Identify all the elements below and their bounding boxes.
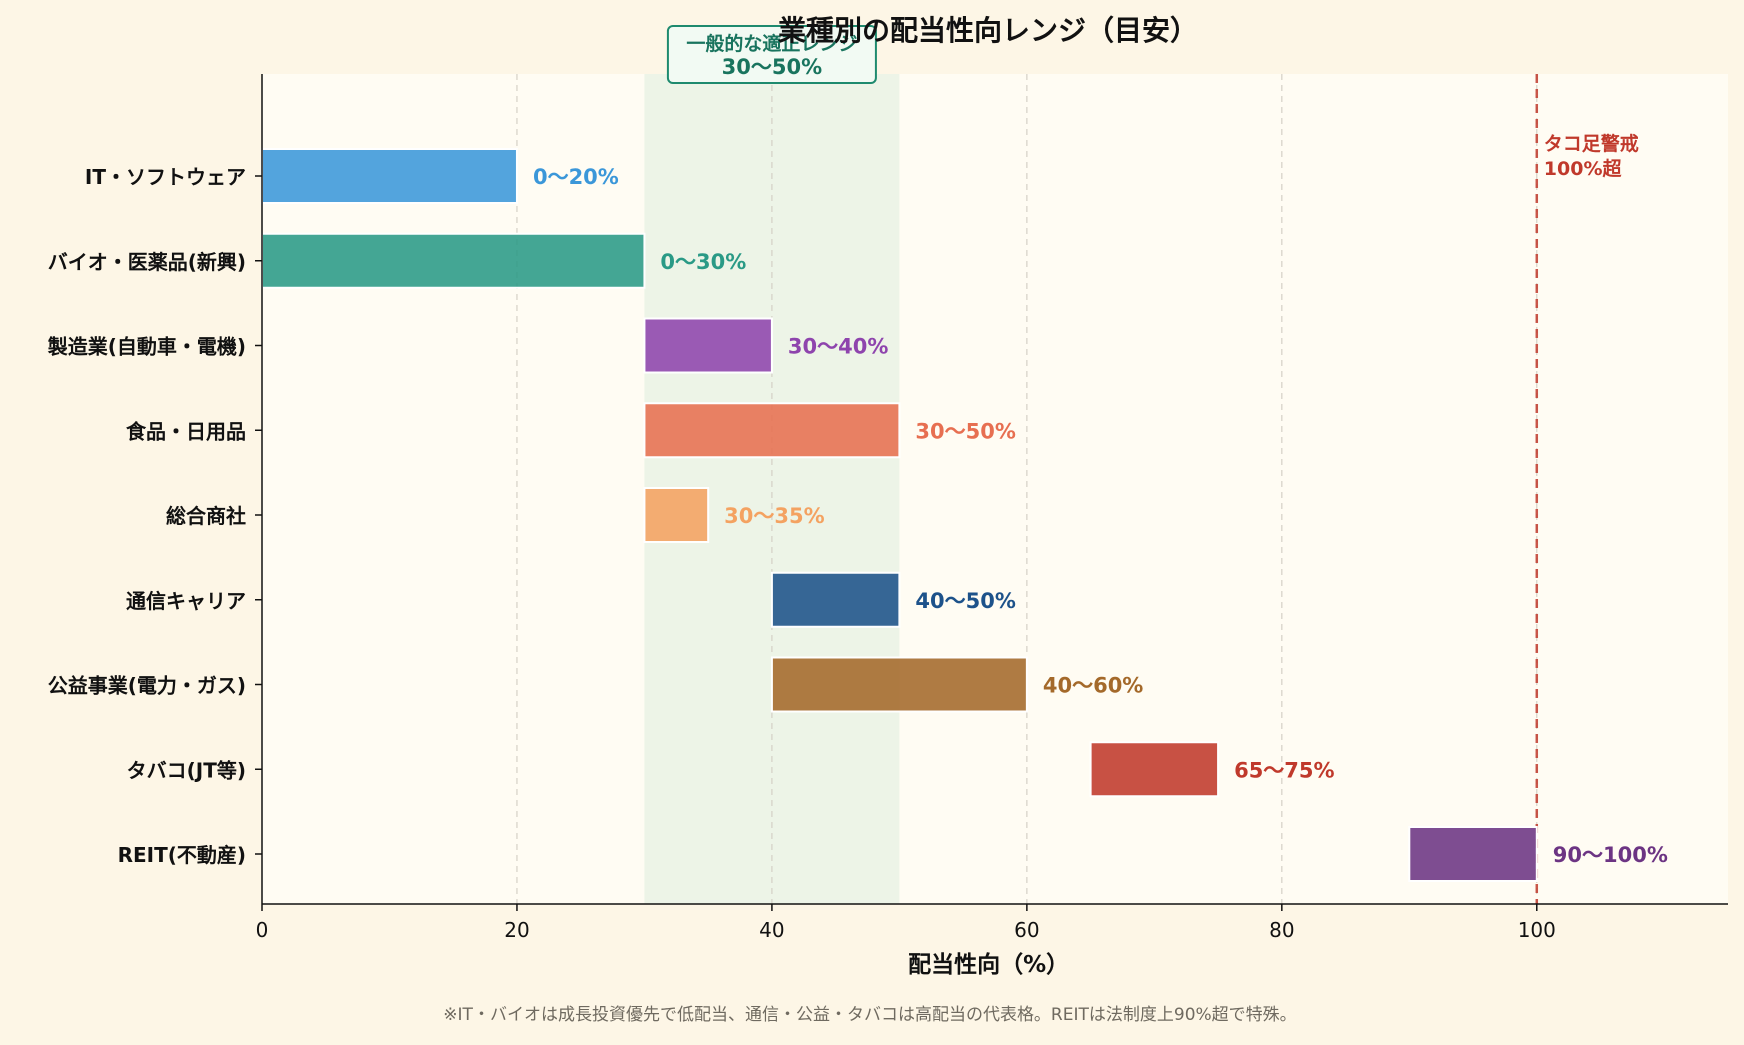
band-label-line1: 一般的な適正レンジ [686, 32, 857, 55]
range-bar [770, 571, 901, 628]
range-bar [643, 402, 901, 459]
x-tick-label: 20 [504, 918, 529, 942]
range-value-label: 0〜20% [533, 165, 619, 189]
range-bar [1408, 826, 1538, 882]
band-label-line2: 30〜50% [722, 55, 823, 79]
x-axis-label: 配当性向（%） [908, 951, 1069, 978]
category-label: IT・ソフトウェア [85, 165, 246, 189]
x-tick-label: 0 [256, 918, 269, 942]
footnote: ※IT・バイオは成長投資優先で低配当、通信・公益・タバコは高配当の代表格。REI… [443, 1005, 1296, 1025]
range-bar [261, 232, 646, 289]
range-bar [643, 317, 773, 374]
category-label: タバコ(JT等) [127, 758, 246, 782]
x-tick-label: 100 [1518, 918, 1556, 942]
range-value-label: 40〜50% [915, 589, 1016, 613]
category-label: 食品・日用品 [126, 419, 246, 443]
x-tick-label: 80 [1269, 918, 1294, 942]
category-label: バイオ・医薬品(新興) [48, 250, 246, 274]
range-bar [643, 487, 710, 543]
range-value-label: 65〜75% [1234, 758, 1335, 782]
category-label: 総合商社 [166, 504, 246, 528]
chart-title: 業種別の配当性向レンジ（目安） [778, 14, 1198, 47]
category-label: 公益事業(電力・ガス) [48, 674, 246, 698]
range-bar [1089, 741, 1220, 798]
category-label: 通信キャリア [126, 589, 246, 613]
category-label: 製造業(自動車・電機) [48, 335, 246, 359]
range-value-label: 90〜100% [1553, 843, 1668, 867]
category-label: REIT(不動産) [118, 843, 246, 867]
plot-area [262, 74, 1728, 904]
band-label-box [666, 25, 877, 84]
range-value-label: 0〜30% [660, 250, 746, 274]
range-value-label: 30〜50% [915, 419, 1016, 443]
range-value-label: 30〜35% [724, 504, 825, 528]
threshold-label-line2: 100%超 [1544, 157, 1623, 180]
range-bar [261, 148, 518, 204]
x-tick-label: 60 [1014, 918, 1039, 942]
threshold-label-line1: タコ足警戒 [1544, 132, 1639, 155]
x-tick-label: 40 [759, 918, 784, 942]
range-value-label: 40〜60% [1043, 674, 1144, 698]
range-bar [770, 656, 1028, 713]
range-value-label: 30〜40% [788, 335, 889, 359]
